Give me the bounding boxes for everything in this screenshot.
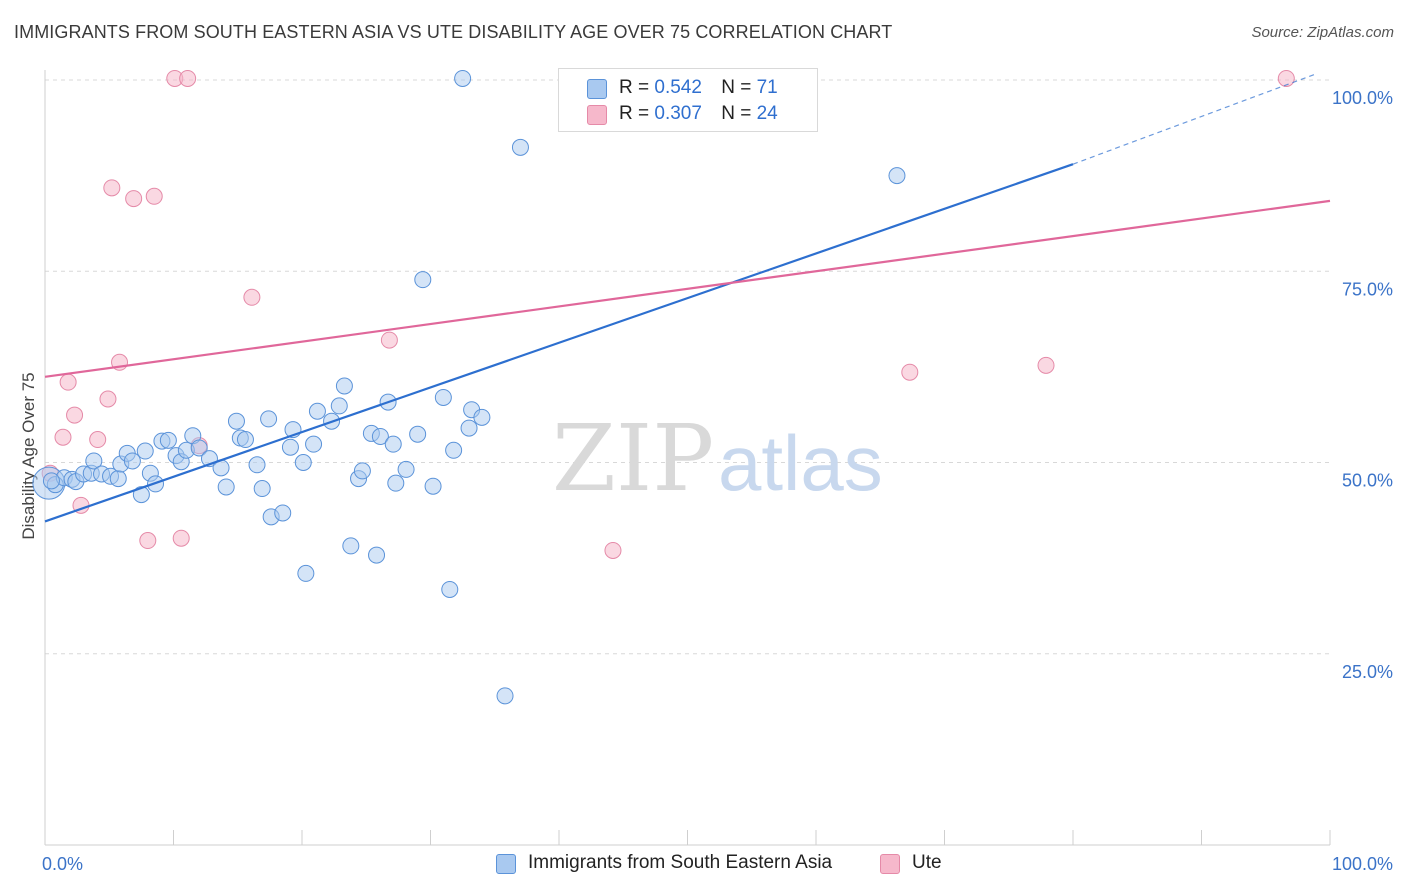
ute-point: [380, 331, 398, 349]
sea-point: [387, 474, 405, 492]
source-credit: Source: ZipAtlas.com: [1251, 24, 1394, 41]
sea-point: [496, 687, 514, 705]
axes: [44, 70, 1331, 846]
ute-point: [103, 179, 121, 197]
sea-point: [368, 546, 386, 564]
sea-point: [335, 377, 353, 395]
sea-point: [511, 138, 529, 156]
sea-trend-extension: [1072, 74, 1315, 165]
x-tick-labels: 0.0% 100.0%: [42, 854, 1393, 874]
sea-point: [109, 470, 127, 488]
sea-point: [297, 564, 315, 582]
watermark-zip: ZIP: [552, 405, 714, 512]
sea-point: [274, 504, 292, 522]
sea-point: [42, 472, 60, 490]
ute-point: [125, 190, 143, 208]
sea-point: [85, 452, 103, 470]
sea-point: [260, 410, 278, 428]
y-tick-labels: 25.0% 50.0% 75.0% 100.0%: [1332, 88, 1393, 682]
sea-point: [248, 456, 266, 474]
ute-point: [145, 187, 163, 205]
sea-points: [32, 68, 906, 705]
ute-point: [66, 406, 84, 424]
series-legend: Immigrants from South Eastern Asia Ute: [0, 852, 1406, 878]
y-tick-label: 25.0%: [1342, 662, 1393, 682]
sea-point: [123, 452, 141, 470]
sea-point: [445, 441, 463, 459]
sea-point: [227, 412, 245, 430]
legend-r-label: R =: [619, 103, 655, 124]
watermark-atlas: atlas: [718, 419, 883, 507]
ute-point: [243, 288, 261, 306]
sea-point: [397, 460, 415, 478]
x-tick-label-min: 0.0%: [42, 854, 83, 874]
sea-point: [460, 419, 478, 437]
sea-point: [308, 402, 326, 420]
sea-point: [434, 388, 452, 406]
legend-swatch-pink: [587, 105, 607, 125]
x-tick-label-max: 100.0%: [1332, 854, 1393, 874]
ute-point: [139, 532, 157, 550]
trend-lines: [44, 74, 1331, 523]
ute-point: [54, 428, 72, 446]
sea-point: [353, 462, 371, 480]
ute-trend-line: [44, 199, 1331, 378]
legend-r-value: 0.542: [654, 77, 702, 98]
ute-point: [89, 431, 107, 449]
legend-swatch-pink: [880, 854, 900, 874]
ute-point: [99, 390, 117, 408]
legend-r-value: 0.307: [654, 103, 702, 124]
sea-point: [217, 478, 235, 496]
sea-point: [371, 427, 389, 445]
legend-r-label: R =: [619, 77, 655, 98]
sea-point: [441, 580, 459, 598]
y-tick-label: 100.0%: [1332, 88, 1393, 108]
ute-point: [604, 541, 622, 559]
sea-point: [305, 435, 323, 453]
sea-point: [424, 477, 442, 495]
sea-point: [136, 442, 154, 460]
legend-label-ute: Ute: [912, 852, 942, 873]
sea-point: [384, 435, 402, 453]
y-tick-label: 50.0%: [1342, 471, 1393, 491]
legend-swatch-blue: [496, 854, 516, 874]
sea-point: [888, 167, 906, 185]
sea-point: [236, 431, 254, 449]
sea-point: [253, 480, 271, 498]
legend-n-label: N =: [721, 77, 757, 98]
legend-label-sea: Immigrants from South Eastern Asia: [528, 852, 833, 873]
ute-point: [172, 529, 190, 547]
legend-swatch-blue: [587, 79, 607, 99]
y-tick-label: 75.0%: [1342, 279, 1393, 299]
sea-point: [454, 69, 472, 87]
chart-title: IMMIGRANTS FROM SOUTH EASTERN ASIA VS UT…: [14, 22, 893, 42]
sea-point: [294, 454, 312, 471]
ute-point: [179, 69, 197, 87]
ute-point: [1277, 69, 1295, 87]
y-axis-label: Disability Age Over 75: [19, 372, 38, 539]
sea-point: [414, 271, 432, 289]
correlation-legend: R = 0.542 N = 71 R = 0.307 N = 24: [558, 68, 818, 132]
grid-lines: [45, 79, 1330, 655]
sea-point: [473, 408, 491, 426]
sea-point: [330, 397, 348, 415]
sea-point: [409, 425, 427, 443]
ute-point: [901, 363, 919, 381]
sea-point: [190, 439, 208, 457]
watermark: ZIP atlas: [552, 405, 883, 512]
sea-point: [132, 486, 150, 504]
sea-point: [342, 537, 360, 555]
ute-point: [59, 373, 77, 391]
sea-trend-line: [44, 163, 1074, 523]
legend-n-value: 71: [756, 77, 778, 98]
legend-n-label: N =: [721, 103, 757, 124]
sea-point: [281, 438, 299, 456]
sea-point: [159, 431, 177, 449]
legend-n-value: 24: [756, 103, 778, 124]
ute-point: [1037, 356, 1055, 374]
